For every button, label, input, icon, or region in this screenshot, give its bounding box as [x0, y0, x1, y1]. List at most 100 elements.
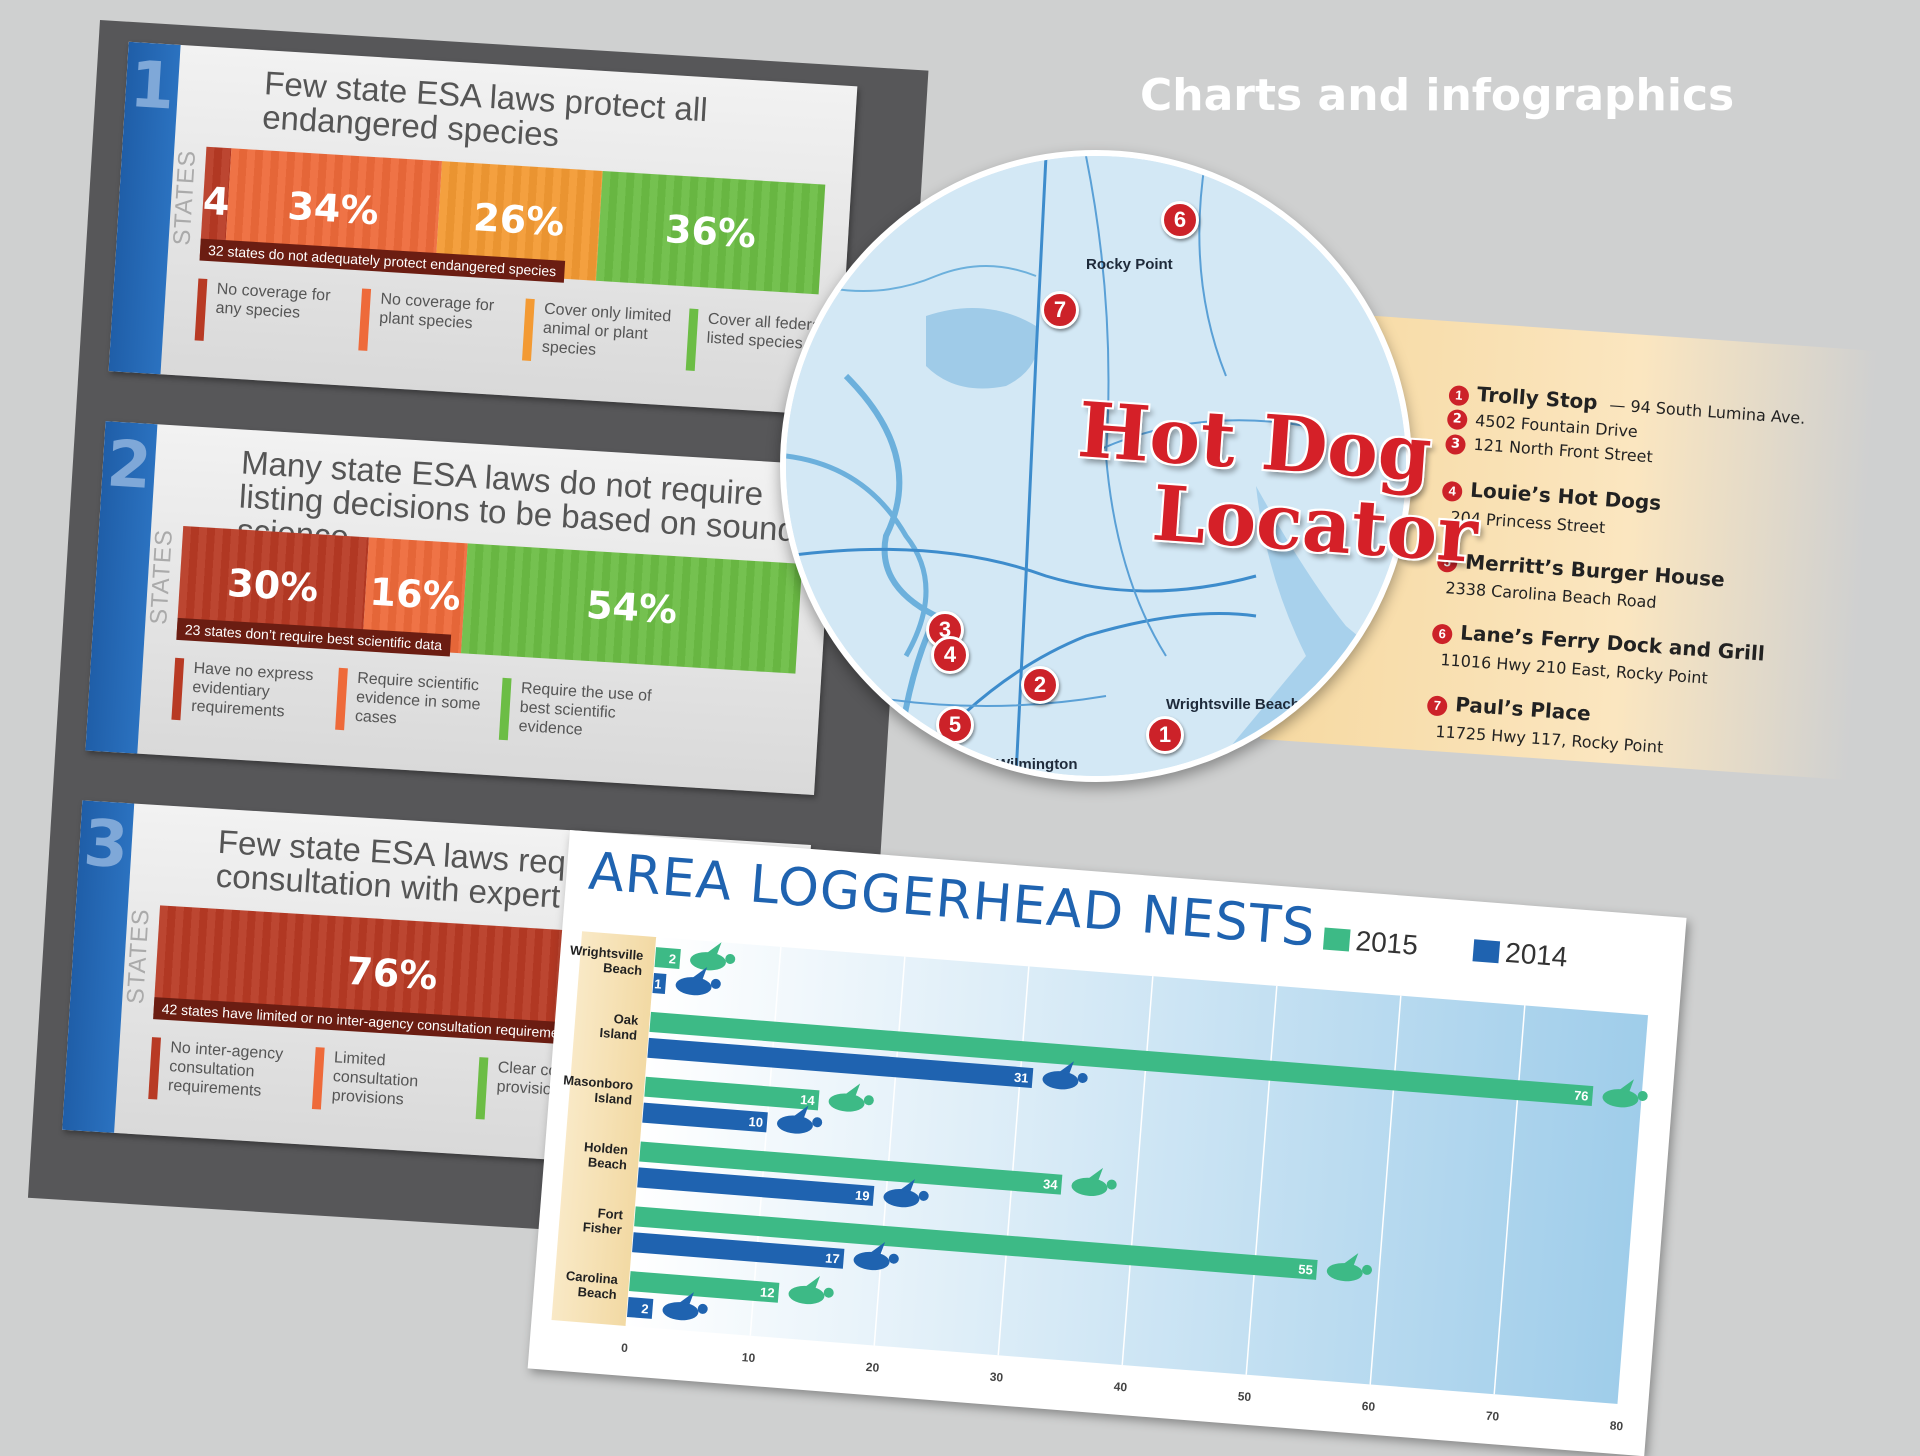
turtle-icon: [675, 967, 721, 996]
turtle-icon: [853, 1241, 899, 1271]
panel-number: 3: [81, 806, 131, 884]
x-tick-label: 40: [1113, 1379, 1128, 1394]
location-item: 5 Merritt’s Burger House 2338 Carolina Bea…: [1435, 547, 1857, 626]
category-label: Carolina: [565, 1268, 619, 1287]
turtle-icon: [776, 1105, 823, 1134]
map-pin-7[interactable]: 7: [1041, 291, 1079, 329]
map-pin-6[interactable]: 6: [1161, 201, 1199, 239]
gridline: [1493, 1005, 1526, 1395]
segment-value-label: 4%: [202, 179, 269, 227]
location-marker: 1: [1448, 384, 1470, 407]
states-axis-label: STATES: [168, 148, 202, 247]
legend-swatch: [685, 308, 699, 371]
category-label: Beach: [587, 1154, 627, 1172]
gridline: [1121, 976, 1154, 1366]
map-pin-2[interactable]: 2: [1021, 666, 1059, 704]
category-label: Beach: [603, 960, 643, 978]
bar: [654, 947, 681, 970]
map-pin-1[interactable]: 1: [1146, 716, 1184, 754]
legend-label: 2015: [1355, 925, 1420, 961]
category-label: Wrightsville: [570, 942, 644, 963]
turtle-icon: [1071, 1167, 1117, 1196]
location-item: 6 Lane’s Ferry Dock and Grill 11016 Hwy 21…: [1430, 619, 1852, 698]
bar-value-label: 1: [654, 976, 662, 992]
legend-swatch: [194, 278, 208, 341]
bar-segment: 54%: [461, 543, 803, 674]
map-pin-5[interactable]: 5: [936, 706, 974, 744]
turtle-icon: [828, 1083, 874, 1112]
states-axis-label: STATES: [145, 528, 179, 626]
map-view[interactable]: Rocky Point Wrightsville Beach Wilmingto…: [780, 150, 1412, 782]
turtle-icon: [662, 1292, 708, 1321]
bar-value-label: 2: [641, 1301, 649, 1317]
category-label: Masonboro: [563, 1072, 634, 1092]
legend-label: Require scientific evidence in some case…: [354, 669, 481, 728]
segment-value-label: 26%: [472, 195, 566, 245]
location-name: Louie’s Hot Dogs: [1469, 477, 1662, 515]
legend-swatch: [475, 1057, 489, 1120]
bar-value-label: 34: [1043, 1176, 1059, 1192]
x-tick-label: 80: [1609, 1418, 1624, 1433]
turtle-icon: [1602, 1079, 1648, 1108]
legend-swatch: [171, 657, 185, 721]
location-marker: 6: [1431, 623, 1453, 645]
turtle-icon: [1326, 1253, 1373, 1282]
x-tick-label: 10: [741, 1350, 756, 1365]
bar: [626, 1297, 654, 1319]
place-label-wilmington: Wilmington: [996, 756, 1078, 773]
legend-item: No inter-agency consultation requirement…: [148, 1037, 302, 1108]
place-label-wrightsville-beach: Wrightsville Beach: [1166, 696, 1300, 713]
legend-swatch: [148, 1037, 161, 1100]
map-pin-4[interactable]: 4: [931, 636, 969, 674]
location-item: 7 Paul’s Place 11725 Hwy 117, Rocky Point: [1425, 690, 1847, 769]
place-label-rocky-point: Rocky Point: [1086, 256, 1173, 273]
esa-panel-1: 1 STATES Few state ESA laws protect all en…: [108, 41, 858, 416]
legend-label: No inter-agency consultation requirement…: [167, 1039, 284, 1100]
bar: [644, 1076, 820, 1111]
panel-legend: No coverage for any species No coverage f…: [194, 278, 840, 379]
location-marker: 7: [1426, 695, 1448, 717]
bar-value-label: 76: [1573, 1088, 1589, 1104]
map-title: Hot Dog Locator: [1070, 385, 1485, 580]
turtle-icon: [788, 1275, 834, 1305]
panel-number: 1: [127, 48, 177, 125]
states-axis-label: STATES: [122, 907, 155, 1005]
bar-value-label: 55: [1298, 1262, 1314, 1278]
segment-value-label: 16%: [368, 569, 462, 620]
category-label: Fort: [597, 1205, 624, 1222]
location-name: Paul’s Place: [1454, 692, 1592, 726]
legend-item: Limited consultation provisions: [311, 1047, 466, 1118]
legend-swatch: [1472, 939, 1501, 964]
legend-swatch: [358, 288, 372, 351]
legend-swatch: [335, 667, 348, 731]
legend-item: Require the use of best scientific evide…: [498, 677, 653, 749]
turtle-icon: [883, 1179, 929, 1208]
legend-item: No coverage for plant species: [358, 288, 512, 360]
legend-label: Cover only limited animal or plant speci…: [541, 300, 672, 359]
segment-value-label: 34%: [286, 183, 380, 234]
x-tick-label: 20: [865, 1360, 880, 1375]
x-tick-label: 0: [621, 1341, 629, 1356]
location-list: 1 Trolly Stop — 94 South Lumina Ave. 2 4502 …: [1423, 380, 1869, 791]
category-label: Island: [594, 1090, 633, 1108]
x-tick-label: 30: [989, 1370, 1004, 1385]
legend-label: No coverage for any species: [215, 280, 331, 322]
gridline: [749, 946, 782, 1336]
panel-legend: Have no express evidentiary requirements…: [171, 657, 653, 749]
gridline: [873, 956, 906, 1346]
legend-swatch: [311, 1047, 325, 1110]
bar: [637, 1167, 875, 1206]
x-tick-label: 50: [1237, 1389, 1252, 1404]
nests-chart-card: AREA LOGGERHEAD NESTS 0 10 20 30 40 50 60 70 80 2…: [527, 830, 1687, 1456]
gridline: [1617, 1015, 1650, 1405]
legend-swatch: [1322, 927, 1351, 952]
legend-label: 2014: [1504, 937, 1569, 973]
legend-item: Require scientific evidence in some case…: [335, 667, 489, 739]
legend-label: Limited consultation provisions: [331, 1049, 419, 1109]
gridline: [625, 937, 658, 1327]
panel-title: Few state ESA laws protect all endangere…: [261, 64, 709, 154]
legend-swatch: [522, 298, 535, 361]
category-band: [551, 931, 657, 1326]
legend-label: Have no express evidentiary requirements: [190, 659, 314, 721]
